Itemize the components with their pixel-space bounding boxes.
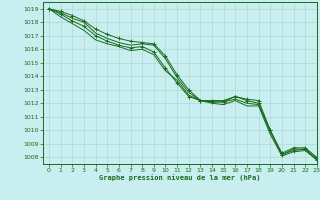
X-axis label: Graphe pression niveau de la mer (hPa): Graphe pression niveau de la mer (hPa) (99, 175, 261, 181)
